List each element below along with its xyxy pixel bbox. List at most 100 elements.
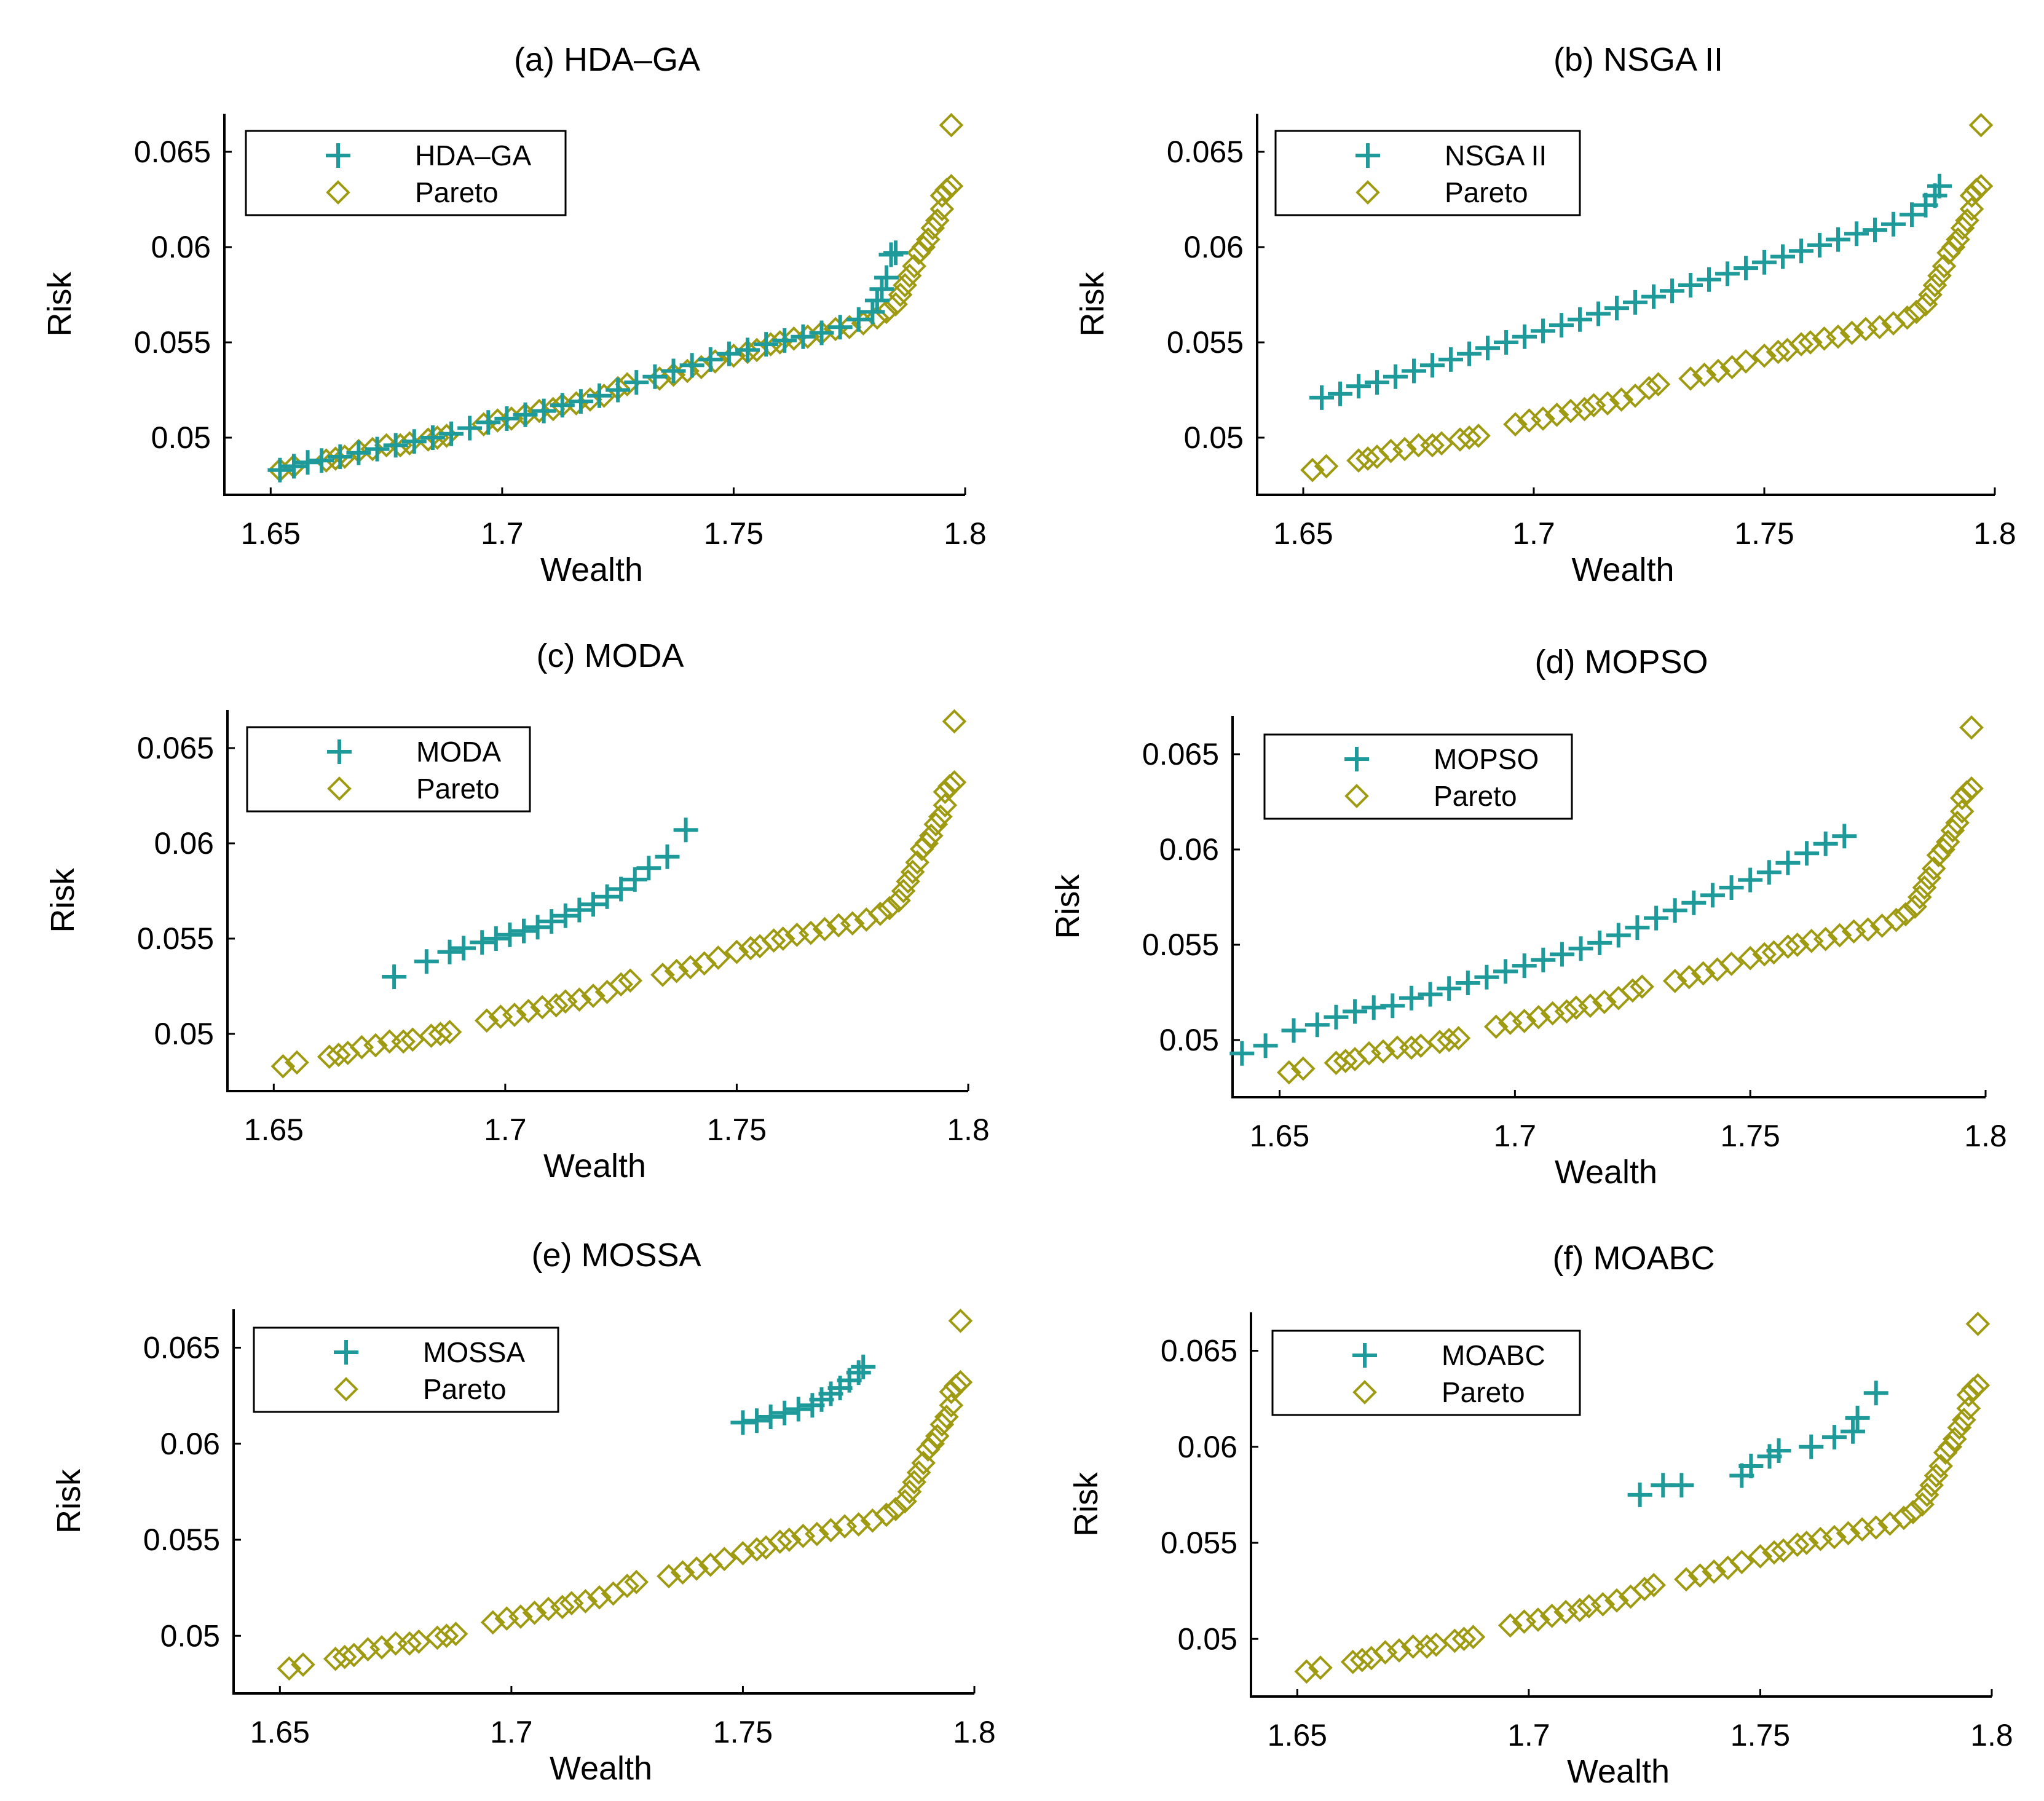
algorithm-point — [1681, 890, 1707, 915]
algorithm-point — [1380, 993, 1405, 1019]
algorithm-point — [1775, 850, 1801, 875]
pareto-point — [888, 282, 913, 307]
algorithm-point — [382, 964, 407, 989]
pareto-point — [1702, 1559, 1726, 1584]
pareto-point — [369, 1635, 394, 1660]
algorithm-point — [655, 844, 680, 869]
pareto-point — [933, 779, 958, 805]
x-tick-label: 1.75 — [1721, 1119, 1780, 1153]
pareto-point — [488, 1004, 513, 1029]
pareto-point — [657, 1564, 681, 1589]
legend-label-algorithm: NSGA II — [1445, 140, 1547, 171]
pareto-point — [939, 112, 964, 138]
algorithm-point — [1644, 905, 1669, 931]
x-tick-label: 1.65 — [241, 516, 301, 551]
pareto-point — [1927, 263, 1952, 288]
algorithm-point — [1794, 841, 1820, 866]
pareto-point — [1794, 1531, 1819, 1555]
algorithm-point — [580, 892, 606, 917]
algorithm-point — [642, 364, 668, 389]
y-tick-label: 0.065 — [134, 135, 211, 169]
pareto-point — [1901, 1500, 1925, 1524]
pareto-point — [1827, 923, 1852, 948]
algorithm-point — [860, 299, 885, 325]
pareto-point — [1926, 843, 1951, 868]
algorithm-point — [568, 389, 593, 414]
algorithm-point — [267, 457, 293, 483]
legend-marker-algorithm — [334, 1340, 358, 1365]
axes-frame — [226, 710, 968, 1092]
legend-box — [246, 726, 531, 813]
algorithm-point — [1531, 947, 1556, 972]
pareto-point — [1938, 1434, 1963, 1459]
pareto-point — [923, 812, 949, 837]
x-tick-label: 1.75 — [707, 1113, 767, 1147]
pareto-point — [1437, 1028, 1462, 1052]
pareto-point — [1512, 1009, 1537, 1033]
legend-box — [253, 1326, 559, 1413]
pareto-point — [360, 436, 385, 462]
pareto-point — [527, 398, 551, 424]
panel-1: (a) HDA–GA 1.65 1.7 1.75 1.8 0.05 0.055 0.06 0.0… — [41, 41, 987, 588]
algorithm-point — [1625, 915, 1650, 940]
legend-box — [1263, 733, 1573, 820]
algorithm-point — [1309, 385, 1334, 410]
algorithm-point — [869, 277, 894, 302]
pareto-point — [1903, 894, 1927, 919]
algorithm-point — [846, 1360, 871, 1385]
pareto-point — [573, 1589, 598, 1614]
pareto-point — [1826, 324, 1850, 349]
pareto-point — [948, 1369, 973, 1395]
algorithm-point — [1402, 358, 1426, 384]
pareto-point — [712, 1547, 737, 1572]
y-axis-label: Risk — [44, 868, 81, 933]
algorithm-point — [1863, 1381, 1888, 1406]
legend: HDA–GA Pareto — [245, 130, 567, 216]
pareto-point — [1956, 1396, 1981, 1421]
pareto-point — [1968, 112, 1994, 138]
pareto-point — [799, 920, 823, 945]
pareto-point — [1956, 1382, 1981, 1408]
pareto-point — [615, 1574, 639, 1598]
legend-label-algorithm: MOABC — [1442, 1339, 1545, 1371]
algorithm-point — [786, 1397, 811, 1422]
panel-5: (e) MOSSA 1.65 1.7 1.75 1.8 0.05 0.055 0.06 0.06… — [50, 1237, 996, 1787]
pareto-point — [1678, 366, 1703, 391]
algorithm-point — [846, 307, 871, 332]
algorithm-point — [346, 440, 371, 465]
algorithm-point — [730, 1410, 756, 1435]
pareto-point — [874, 1502, 899, 1527]
pareto-point — [1630, 974, 1654, 999]
pareto-point — [474, 1008, 499, 1033]
y-tick-label: 0.06 — [154, 826, 214, 861]
y-tick-label: 0.055 — [1167, 325, 1244, 360]
pareto-point — [1924, 1463, 1949, 1488]
pareto-point — [1950, 216, 1975, 240]
algorithm-point — [1343, 999, 1368, 1024]
legend-marker-algorithm — [1352, 1343, 1377, 1368]
pareto-point — [1564, 995, 1588, 1020]
pareto-point — [277, 1656, 302, 1681]
pareto-point — [1392, 436, 1417, 462]
pareto-series — [277, 1308, 973, 1681]
algorithm-point — [1669, 1473, 1694, 1498]
algorithm-point — [1832, 824, 1857, 849]
y-tick-label: 0.055 — [137, 921, 214, 956]
pareto-point — [1291, 1056, 1316, 1081]
y-axis-label: Risk — [1049, 874, 1086, 939]
legend: MOPSO Pareto — [1263, 733, 1573, 820]
pareto-point — [1813, 926, 1838, 952]
pareto-point — [948, 1308, 973, 1333]
algorithm-point — [1606, 923, 1631, 948]
x-axis-label: Wealth — [1567, 1753, 1670, 1790]
algorithm-point — [851, 1354, 876, 1379]
pareto-point — [1595, 391, 1620, 416]
pareto-point — [784, 922, 810, 947]
algorithm-point — [1438, 347, 1463, 372]
pareto-point — [1959, 715, 1984, 740]
pareto-point — [1572, 396, 1597, 422]
algorithm-point — [1821, 1425, 1847, 1450]
algorithm-point — [328, 444, 353, 469]
legend: MOSSA Pareto — [253, 1326, 559, 1413]
algorithm-point — [1475, 336, 1500, 361]
